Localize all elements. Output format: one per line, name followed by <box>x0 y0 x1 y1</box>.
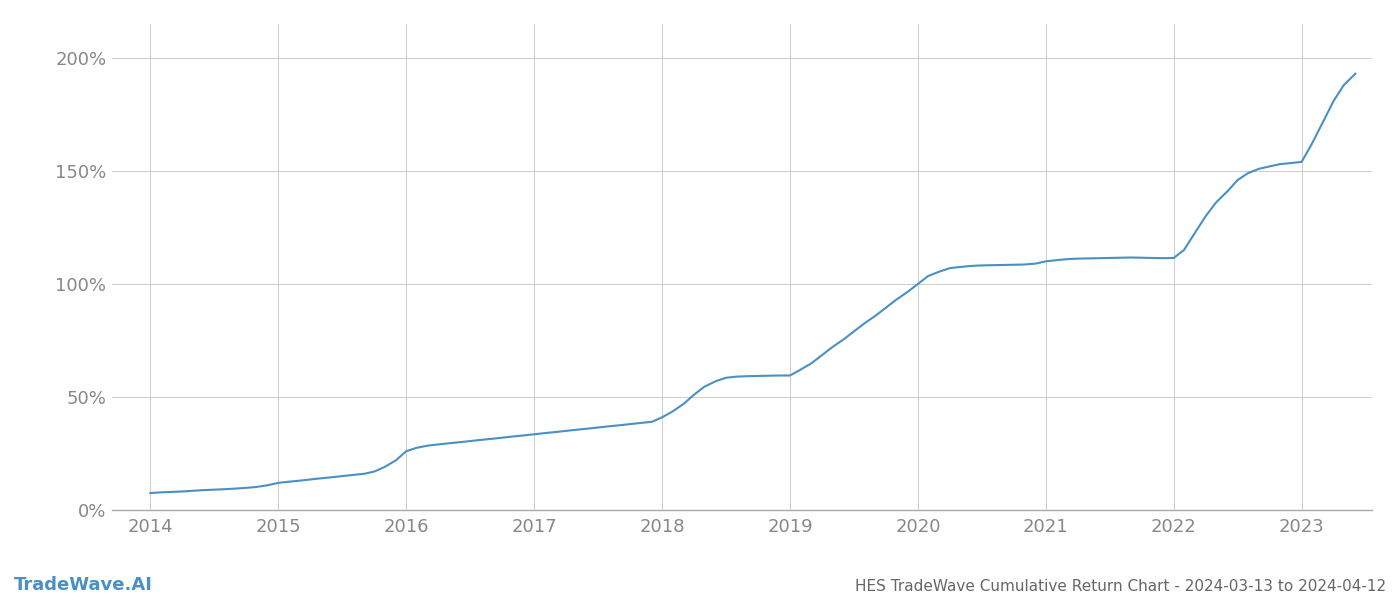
Text: HES TradeWave Cumulative Return Chart - 2024-03-13 to 2024-04-12: HES TradeWave Cumulative Return Chart - … <box>855 579 1386 594</box>
Text: TradeWave.AI: TradeWave.AI <box>14 576 153 594</box>
